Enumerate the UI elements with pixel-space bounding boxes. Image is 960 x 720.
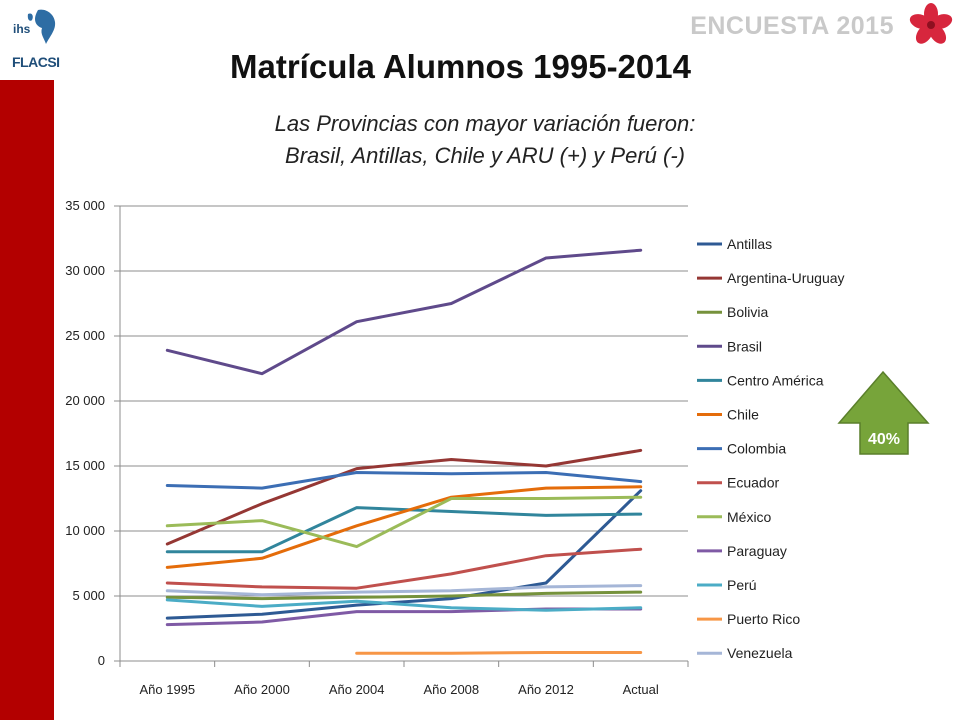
series-line-brasil [165, 248, 643, 376]
subtitle-line-1: Las Provincias con mayor variación fuero… [274, 111, 696, 136]
legend-label: Chile [727, 407, 759, 423]
callout-label: 40% [868, 431, 900, 448]
flower-icon [909, 3, 953, 44]
subtitle-line-2: Brasil, Antillas, Chile y ARU (+) y Perú… [285, 143, 685, 168]
series-line-chile [165, 485, 643, 569]
series-line-argentina-uruguay [165, 448, 643, 546]
y-tick-label: 15 000 [65, 458, 105, 473]
growth-callout: 40% [837, 370, 930, 455]
x-axis: Año 1995 Año 2000 Año 2004 Año 2008 Año 2012… [119, 660, 689, 697]
subtitle: Las Provincias con mayor variación fuero… [150, 108, 820, 172]
survey-label: ENCUESTA 2015 [690, 12, 894, 40]
y-tick-label: 0 [98, 653, 105, 668]
logo-text-bottom: FLACSI [12, 54, 60, 70]
globe-icon [27, 9, 56, 45]
x-tick-label: Año 2004 [329, 682, 385, 697]
legend-label: Puerto Rico [727, 611, 800, 627]
y-tick-label: 25 000 [65, 328, 105, 343]
series-line-antillas [165, 489, 643, 620]
x-tick-label: Año 2000 [234, 682, 290, 697]
chart-legend: Antillas Argentina-Uruguay Bolivia Brasil Ce… [697, 236, 845, 661]
legend-label: Argentina-Uruguay [727, 270, 845, 286]
page-title: Matrícula Alumnos 1995-2014 [230, 48, 691, 85]
logo-text-top: ihs [13, 22, 31, 36]
chart-series [165, 248, 643, 655]
y-tick-label: 20 000 [65, 393, 105, 408]
series-line-centro-am-rica [165, 506, 643, 554]
y-axis: 0 5 000 10 000 15 000 20 000 25 000 30 000 35 0… [65, 198, 121, 668]
x-tick-label: Año 1995 [139, 682, 195, 697]
series-line-paraguay [165, 607, 643, 627]
ihs-flacsi-logo: ihs FLACSI [6, 6, 60, 74]
x-tick-label: Año 2008 [423, 682, 479, 697]
x-tick-label: Año 2012 [518, 682, 574, 697]
series-line-puerto-rico [355, 651, 643, 655]
legend-label: México [727, 509, 772, 525]
x-tick-label: Actual [623, 682, 659, 697]
legend-label: Centro América [727, 372, 824, 388]
y-tick-label: 10 000 [65, 523, 105, 538]
series-line-bolivia [165, 590, 643, 601]
y-tick-label: 35 000 [65, 198, 105, 213]
legend-label: Colombia [727, 441, 786, 457]
chart-gridlines [120, 205, 688, 597]
legend-label: Paraguay [727, 543, 787, 559]
left-accent-bar [0, 80, 54, 720]
y-tick-label: 30 000 [65, 263, 105, 278]
legend-label: Perú [727, 577, 757, 593]
series-line-m-xico [165, 495, 643, 549]
y-tick-label: 5 000 [72, 588, 105, 603]
legend-label: Venezuela [727, 645, 793, 661]
series-line-venezuela [165, 584, 643, 597]
legend-label: Bolivia [727, 304, 768, 320]
legend-label: Brasil [727, 338, 762, 354]
up-arrow-icon [837, 370, 930, 455]
series-line-colombia [165, 471, 643, 490]
series-line-ecuador [165, 547, 643, 590]
series-line-per- [165, 598, 643, 612]
legend-label: Antillas [727, 236, 772, 252]
legend-label: Ecuador [727, 475, 779, 491]
